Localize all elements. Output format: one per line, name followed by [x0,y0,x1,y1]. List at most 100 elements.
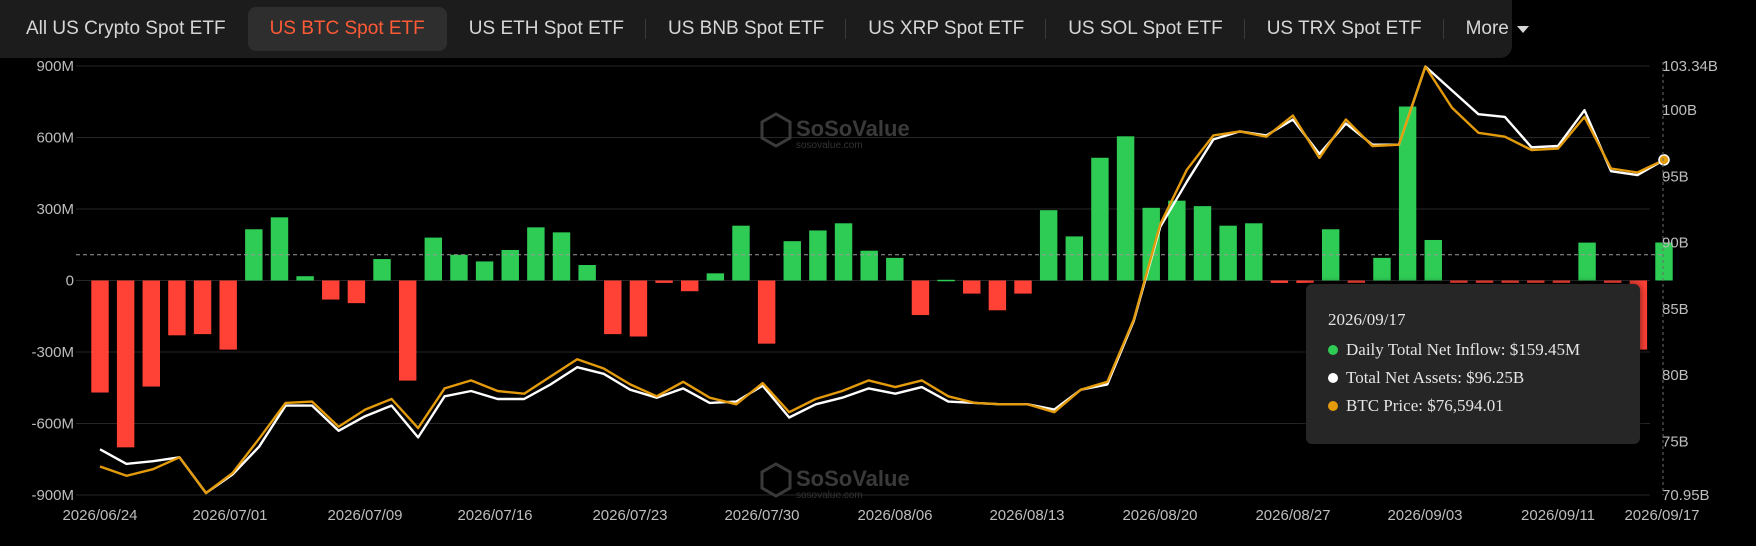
tab-label: US XRP Spot ETF [868,18,1025,39]
tab-label: US TRX Spot ETF [1266,18,1422,39]
x-axis-tick: 2026/06/24 [62,507,137,524]
inflow-bar [783,241,801,281]
inflow-bar [1014,280,1032,294]
inflow-bar [398,280,417,381]
inflow-bar [347,280,366,304]
tab-us-trx-spot-etf[interactable]: US TRX Spot ETF [1245,7,1444,51]
x-axis-tick: 2026/07/30 [724,507,799,524]
sosovalue-logo-icon [760,112,792,148]
tooltip-price: BTC Price: $76,594.01 [1346,396,1504,415]
tab-us-bnb-spot-etf[interactable]: US BNB Spot ETF [646,7,847,51]
tab-label: US BTC Spot ETF [269,18,425,39]
tooltip-inflow-row: Daily Total Net Inflow: $159.45M [1328,340,1580,360]
inflow-bar [655,280,673,283]
tab-all-us-crypto-spot-etf[interactable]: All US Crypto Spot ETF [4,7,248,51]
tab-us-xrp-spot-etf[interactable]: US XRP Spot ETF [846,7,1047,51]
tab-label: US BNB Spot ETF [667,18,825,39]
hover-point-marker [1658,154,1670,166]
inflow-bar [1245,223,1263,281]
inflow-bar [886,257,904,281]
inflow-bar [527,227,545,281]
inflow-bar [1424,239,1442,281]
tab-divider [1243,19,1245,39]
x-axis-tick: 2026/08/13 [989,507,1064,524]
inflow-bar [680,280,699,292]
right-axis-tick: 103.34B [1662,58,1718,75]
tooltip-assets: Total Net Assets: $96.25B [1346,368,1525,387]
inflow-bar [1296,280,1314,283]
x-axis-tick: 2026/07/09 [327,507,402,524]
inflow-bar [1168,200,1186,281]
inflow-bar [834,223,853,281]
sosovalue-logo-icon [760,462,792,498]
x-axis-tick: 2026/09/17 [1624,507,1699,524]
inflow-bar [1604,280,1622,283]
inflow-bar [1091,157,1109,281]
inflow-bar [1219,225,1237,281]
tab-label: All US Crypto Spot ETF [26,18,226,39]
right-axis-tick: 75B [1662,433,1689,450]
inflow-bar [168,280,186,336]
x-axis-tick: 2026/07/01 [192,507,267,524]
right-axis-tick: 70.95B [1662,487,1710,504]
inflow-bar [1116,136,1135,281]
chart-tooltip: 2026/09/17 Daily Total Net Inflow: $159.… [1306,284,1640,444]
inflow-bar [450,254,468,281]
watermark-text: SoSoValue [796,466,910,491]
inflow-dot-icon [1328,345,1338,355]
tab-us-sol-spot-etf[interactable]: US SOL Spot ETF [1046,7,1245,51]
watermark-text: SoSoValue [796,116,910,141]
inflow-bar [1373,257,1391,281]
inflow-bar [475,261,494,281]
inflow-bar [1450,280,1468,283]
x-axis-tick: 2026/08/27 [1255,507,1330,524]
x-axis-tick: 2026/09/11 [1521,507,1595,524]
tab-divider [1442,19,1444,39]
inflow-bar [988,280,1007,311]
tab-us-btc-spot-etf[interactable]: US BTC Spot ETF [247,7,447,51]
inflow-bar [809,230,827,281]
inflow-bar [1193,206,1212,281]
inflow-bar [1270,280,1289,283]
inflow-bar [963,280,981,294]
inflow-bar [757,280,776,344]
watermark-subtext: sosovalue.com [796,140,863,151]
inflow-bar [860,250,878,281]
btc-price-line [99,65,1665,495]
x-axis-tick: 2026/07/23 [592,507,667,524]
left-axis-tick: -900M [31,487,74,504]
inflow-bar [1578,242,1596,281]
inflow-bar [1398,106,1417,281]
tab-divider [1045,19,1047,39]
inflow-bar [373,259,391,281]
tab-divider [845,19,847,39]
inflow-bar [1527,280,1545,283]
x-axis-tick: 2026/08/20 [1122,507,1197,524]
chevron-down-icon [1516,25,1529,33]
watermark-subtext: sosovalue.com [796,490,863,501]
inflow-bar [1655,242,1673,281]
left-axis-tick: 600M [36,130,74,147]
inflow-bar [552,232,571,281]
inflow-bar [1039,210,1058,281]
inflow-bar [219,280,237,350]
more-dropdown[interactable]: More [1444,7,1551,51]
inflow-bar [1552,280,1571,283]
inflow-bar [296,276,314,281]
inflow-bar [501,249,519,281]
inflow-bar [706,273,725,281]
inflow-bar [322,280,340,300]
price-dot-icon [1328,401,1338,411]
etf-tab-bar: All US Crypto Spot ETF US BTC Spot ETF US … [0,0,1529,58]
tab-us-eth-spot-etf[interactable]: US ETH Spot ETF [447,7,646,51]
inflow-bar [578,265,596,281]
inflow-bar [1142,207,1160,281]
assets-dot-icon [1328,373,1338,383]
right-axis-tick: 85B [1662,301,1689,318]
inflow-bar [1065,236,1084,281]
tooltip-assets-row: Total Net Assets: $96.25B [1328,368,1524,388]
inflow-bar [424,237,443,281]
left-axis-tick: -300M [31,344,74,361]
left-axis-tick: -600M [31,416,74,433]
